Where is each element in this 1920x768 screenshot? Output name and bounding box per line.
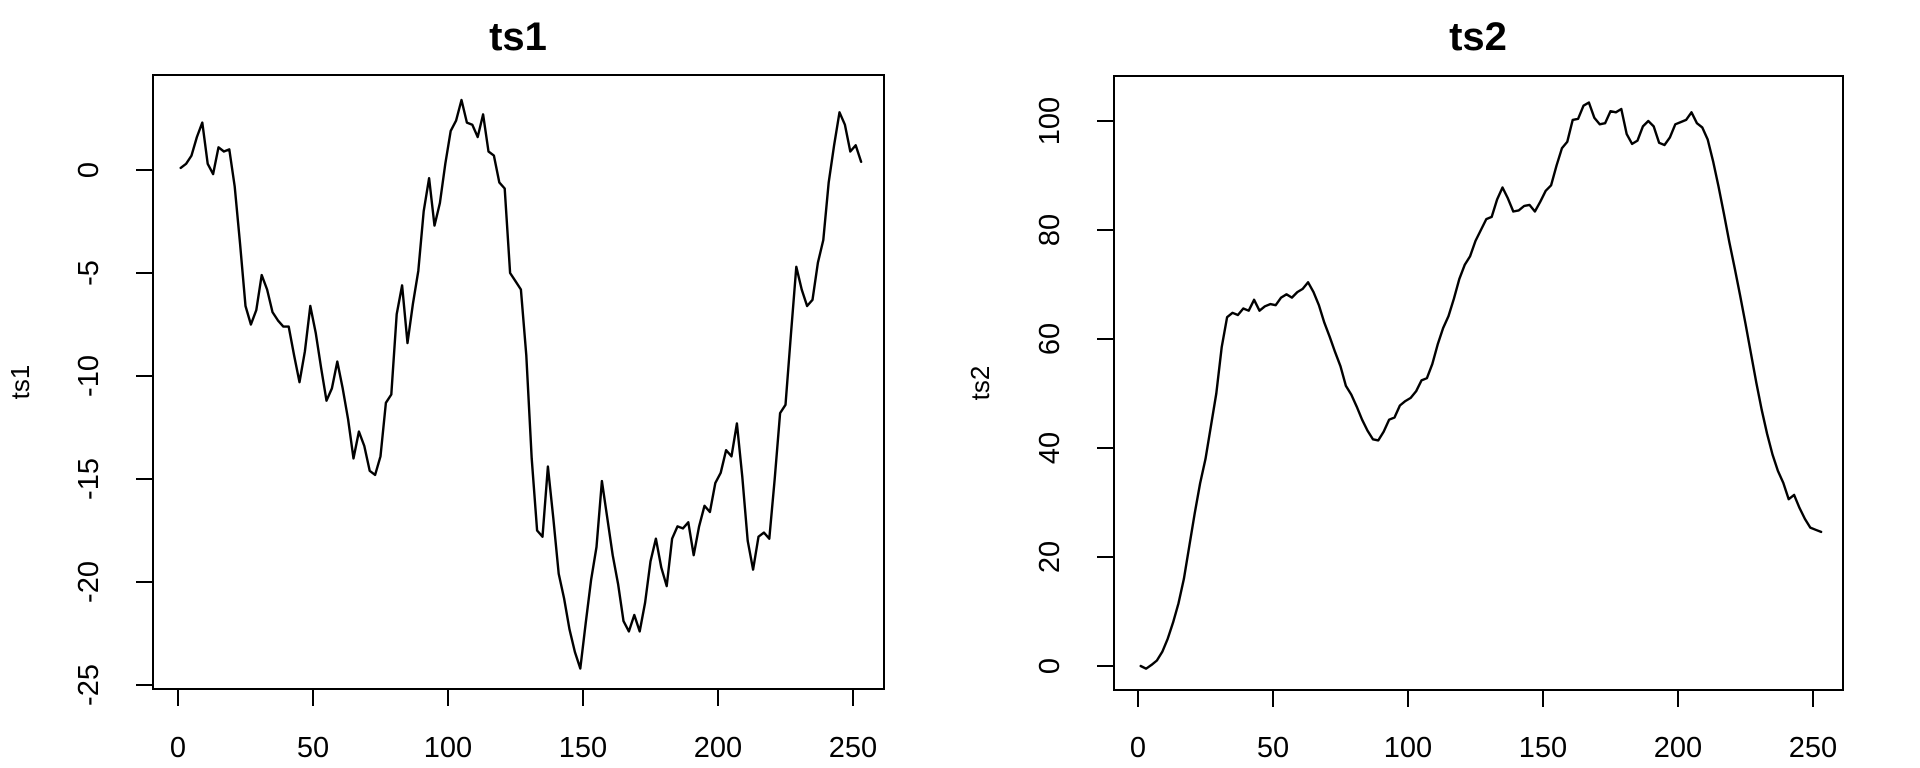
plot-box xyxy=(152,74,885,690)
series-layer xyxy=(179,98,863,670)
x-tick-label: 150 xyxy=(1519,732,1567,764)
x-tick-label: 250 xyxy=(829,732,877,764)
time-series-line xyxy=(179,98,863,670)
y-tick-label: 100 xyxy=(1034,97,1066,145)
x-tick-label: 0 xyxy=(170,732,186,764)
x-tick-label: 200 xyxy=(694,732,742,764)
y-tick-label: -20 xyxy=(73,561,105,603)
x-tick-label: 50 xyxy=(297,732,329,764)
chart-title: ts1 xyxy=(489,15,547,59)
chart-panel-ts1: ts1 ts1 0 50 100 150 200 250 0 -5 -10 -15 -20 -25 xyxy=(5,15,885,764)
x-tick-label: 0 xyxy=(1130,732,1146,764)
y-tick-label: 20 xyxy=(1034,541,1066,573)
y-tick-label: 80 xyxy=(1034,214,1066,246)
axes-layer: 0 50 100 150 200 250 0 -5 -10 -15 -20 -25 xyxy=(73,74,885,764)
y-tick-label: 0 xyxy=(1034,658,1066,674)
series-layer xyxy=(1139,101,1823,670)
x-tick-label: 100 xyxy=(1384,732,1432,764)
plot-box xyxy=(1113,75,1844,691)
y-tick-label: -10 xyxy=(73,355,105,397)
chart-title: ts2 xyxy=(1449,15,1507,59)
x-tick-label: 50 xyxy=(1257,732,1289,764)
x-tick-label: 250 xyxy=(1789,732,1837,764)
y-axis-label: ts2 xyxy=(965,366,995,401)
y-axis-label: ts1 xyxy=(5,365,35,400)
y-tick-label: -25 xyxy=(73,664,105,706)
y-tick-label: -5 xyxy=(73,260,105,286)
y-tick-label: 60 xyxy=(1034,323,1066,355)
chart-panel-ts2: ts2 ts2 0 50 100 150 200 250 0 20 40 60 80 100 xyxy=(965,15,1844,764)
time-series-line xyxy=(1139,101,1823,670)
x-tick-label: 150 xyxy=(559,732,607,764)
y-tick-label: -15 xyxy=(73,458,105,500)
x-tick-label: 200 xyxy=(1654,732,1702,764)
y-tick-label: 40 xyxy=(1034,432,1066,464)
x-tick-label: 100 xyxy=(424,732,472,764)
axes-layer: 0 50 100 150 200 250 0 20 40 60 80 100 xyxy=(1034,75,1844,764)
y-tick-label: 0 xyxy=(73,162,105,178)
